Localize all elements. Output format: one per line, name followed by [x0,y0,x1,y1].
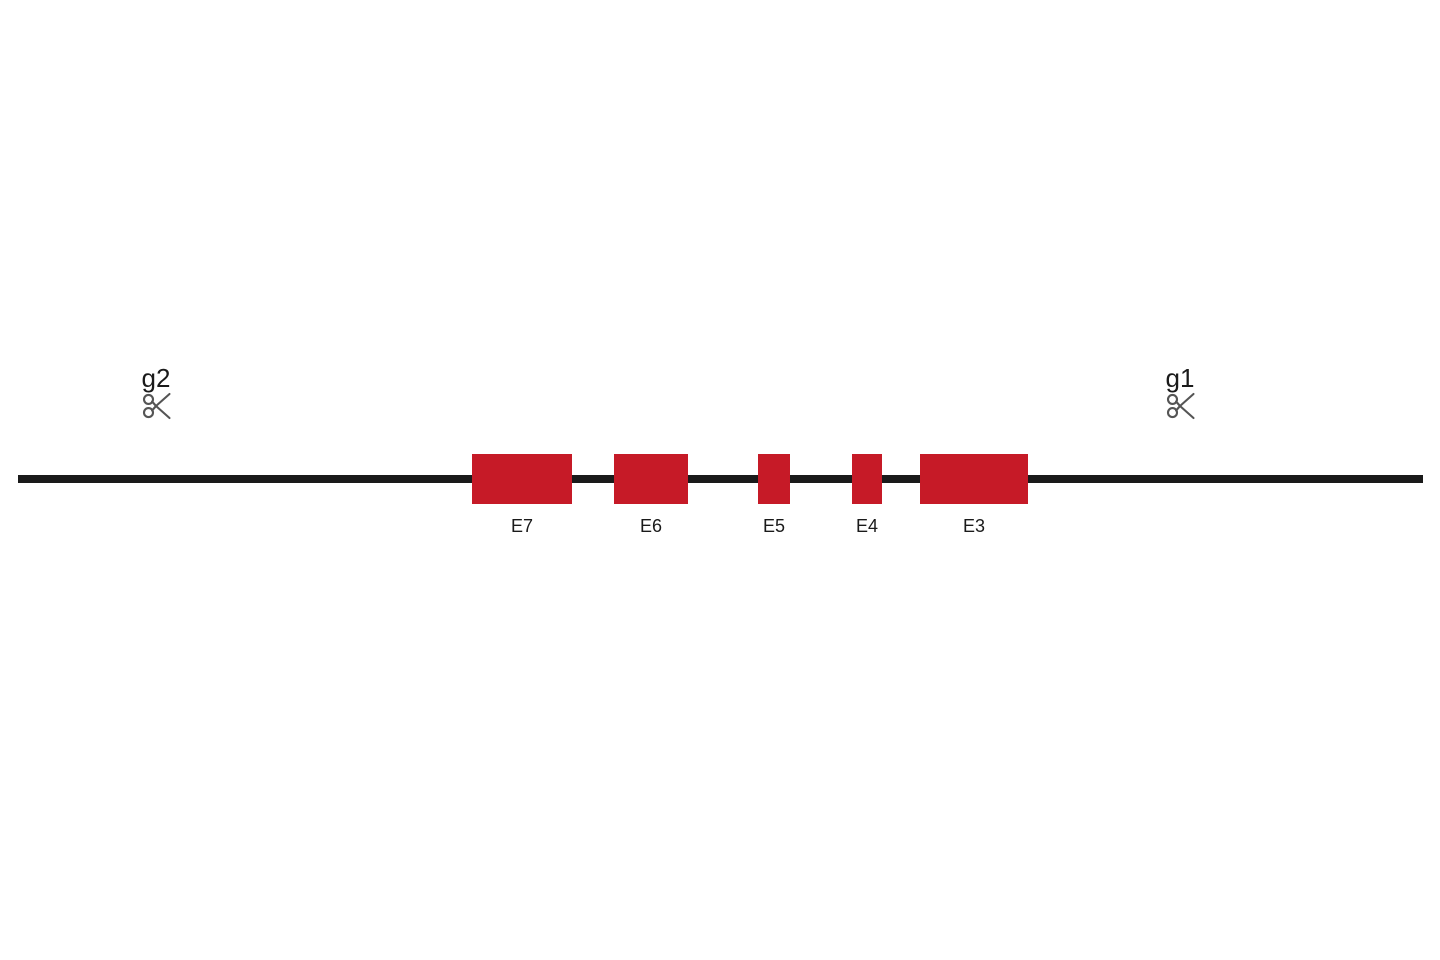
scissor-icon-g2 [141,391,171,421]
gene-diagram: E7 E6 E5 E4 E3 g2 g1 [0,0,1440,960]
exon-e7 [472,454,572,504]
exon-e3 [920,454,1028,504]
gene-axis [18,475,1423,483]
exon-label-e5: E5 [763,516,785,537]
cut-label-g1: g1 [1166,363,1195,394]
exon-label-e4: E4 [856,516,878,537]
cut-label-g2: g2 [142,363,171,394]
exon-label-e3: E3 [963,516,985,537]
exon-e5 [758,454,790,504]
exon-label-e7: E7 [511,516,533,537]
scissor-icon-g1 [1165,391,1195,421]
exon-label-e6: E6 [640,516,662,537]
exon-e4 [852,454,882,504]
exon-e6 [614,454,688,504]
